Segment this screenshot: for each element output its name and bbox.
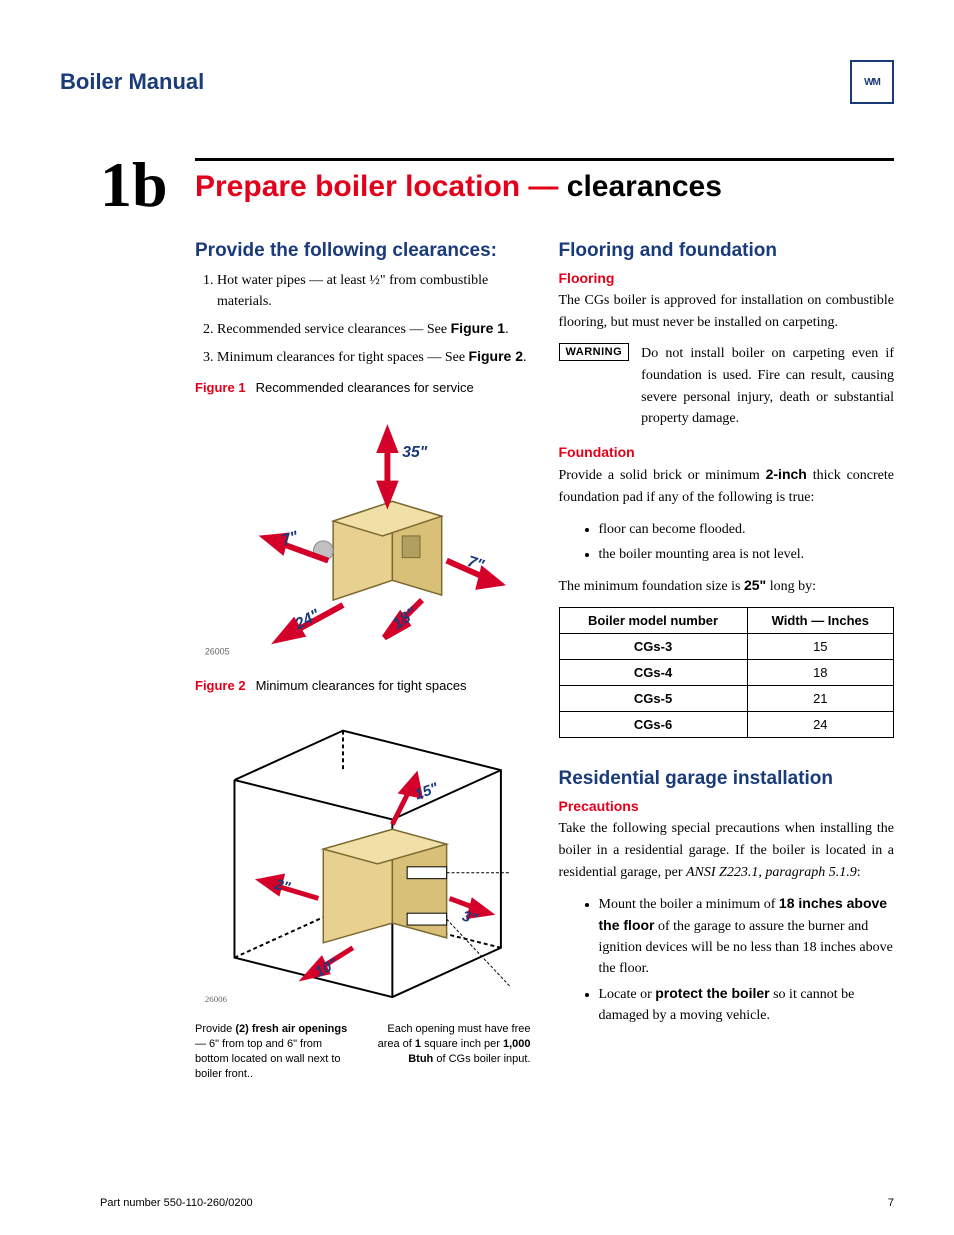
part-number: Part number 550-110-260/0200 <box>100 1197 253 1209</box>
precautions-subhead: Precautions <box>559 798 895 814</box>
table-row: CGs-418 <box>559 660 894 686</box>
clearance-item: Recommended service clearances — See Fig… <box>217 318 531 340</box>
figure2-annot-right: Each opening must have free area of 1 sq… <box>373 1022 531 1081</box>
list-item: Mount the boiler a minimum of 18 inches … <box>599 893 895 979</box>
list-item: the boiler mounting area is not level. <box>599 544 895 565</box>
garage-bullets: Mount the boiler a minimum of 18 inches … <box>559 893 895 1026</box>
figure2-number: Figure 2 <box>195 678 246 693</box>
figure2-caption-text: Minimum clearances for tight spaces <box>256 678 467 693</box>
page-number: 7 <box>888 1197 894 1209</box>
warning-block: WARNING Do not install boiler on carpeti… <box>559 343 895 430</box>
manual-title: Boiler Manual <box>60 69 204 95</box>
foundation-size-table: Boiler model number Width — Inches CGs-3… <box>559 607 895 738</box>
right-column: Flooring and foundation Flooring The CGs… <box>559 240 895 1175</box>
garage-heading: Residential garage installation <box>559 768 895 790</box>
content-columns: Provide the following clearances: Hot wa… <box>195 240 894 1175</box>
table-header-row: Boiler model number Width — Inches <box>559 608 894 634</box>
list-item: floor can become flooded. <box>599 519 895 540</box>
svg-text:3": 3" <box>460 909 480 929</box>
foundation-intro: Provide a solid brick or minimum 2-inch … <box>559 464 895 508</box>
figure1-caption: Figure 1 Recommended clearances for servi… <box>195 380 531 395</box>
figure2-diagram: 15" 2" 10" 3" 26006 <box>195 699 531 1009</box>
left-column: Provide the following clearances: Hot wa… <box>195 240 531 1175</box>
section-title: Prepare boiler location — clearances <box>195 170 722 204</box>
section-title-red: Prepare boiler location — <box>195 170 567 203</box>
flooring-foundation-heading: Flooring and foundation <box>559 240 895 262</box>
clearance-list: Hot water pipes — at least ½" from combu… <box>195 270 531 368</box>
flooring-subhead: Flooring <box>559 270 895 286</box>
figure2-caption: Figure 2 Minimum clearances for tight spa… <box>195 678 531 693</box>
table-row: CGs-315 <box>559 634 894 660</box>
table-row: CGs-521 <box>559 686 894 712</box>
svg-text:26006: 26006 <box>205 994 228 1004</box>
svg-text:26005: 26005 <box>205 646 230 656</box>
page-header: Boiler Manual WM <box>60 60 894 104</box>
figure1-number: Figure 1 <box>195 380 246 395</box>
warning-badge: WARNING <box>559 343 630 361</box>
table-row: CGs-624 <box>559 712 894 738</box>
garage-intro: Take the following special precautions w… <box>559 818 895 883</box>
section-number: 1b <box>100 148 168 222</box>
brand-logo-icon: WM <box>850 60 894 104</box>
figure2-annotations: Provide (2) fresh air openings — 6" from… <box>195 1022 531 1081</box>
figure1-caption-text: Recommended clearances for service <box>256 380 474 395</box>
figure2-annot-left: Provide (2) fresh air openings — 6" from… <box>195 1022 353 1081</box>
table-header: Boiler model number <box>559 608 747 634</box>
warning-text: Do not install boiler on carpeting even … <box>641 343 894 430</box>
svg-text:35": 35" <box>402 444 428 461</box>
page-footer: Part number 550-110-260/0200 7 <box>100 1197 894 1209</box>
foundation-bullets: floor can become flooded. the boiler mou… <box>559 519 895 565</box>
clearance-item: Hot water pipes — at least ½" from combu… <box>217 270 531 312</box>
section-rule <box>195 158 894 161</box>
clearance-item: Minimum clearances for tight spaces — Se… <box>217 346 531 368</box>
list-item: Locate or protect the boiler so it canno… <box>599 983 895 1026</box>
flooring-text: The CGs boiler is approved for installat… <box>559 290 895 333</box>
foundation-minsize: The minimum foundation size is 25" long … <box>559 575 895 598</box>
foundation-subhead: Foundation <box>559 444 895 460</box>
figure1-diagram: 35" 7" 24" 18" 7" 26005 <box>195 401 531 661</box>
section-title-black: clearances <box>567 170 722 203</box>
table-header: Width — Inches <box>747 608 893 634</box>
clearances-heading: Provide the following clearances: <box>195 240 531 262</box>
